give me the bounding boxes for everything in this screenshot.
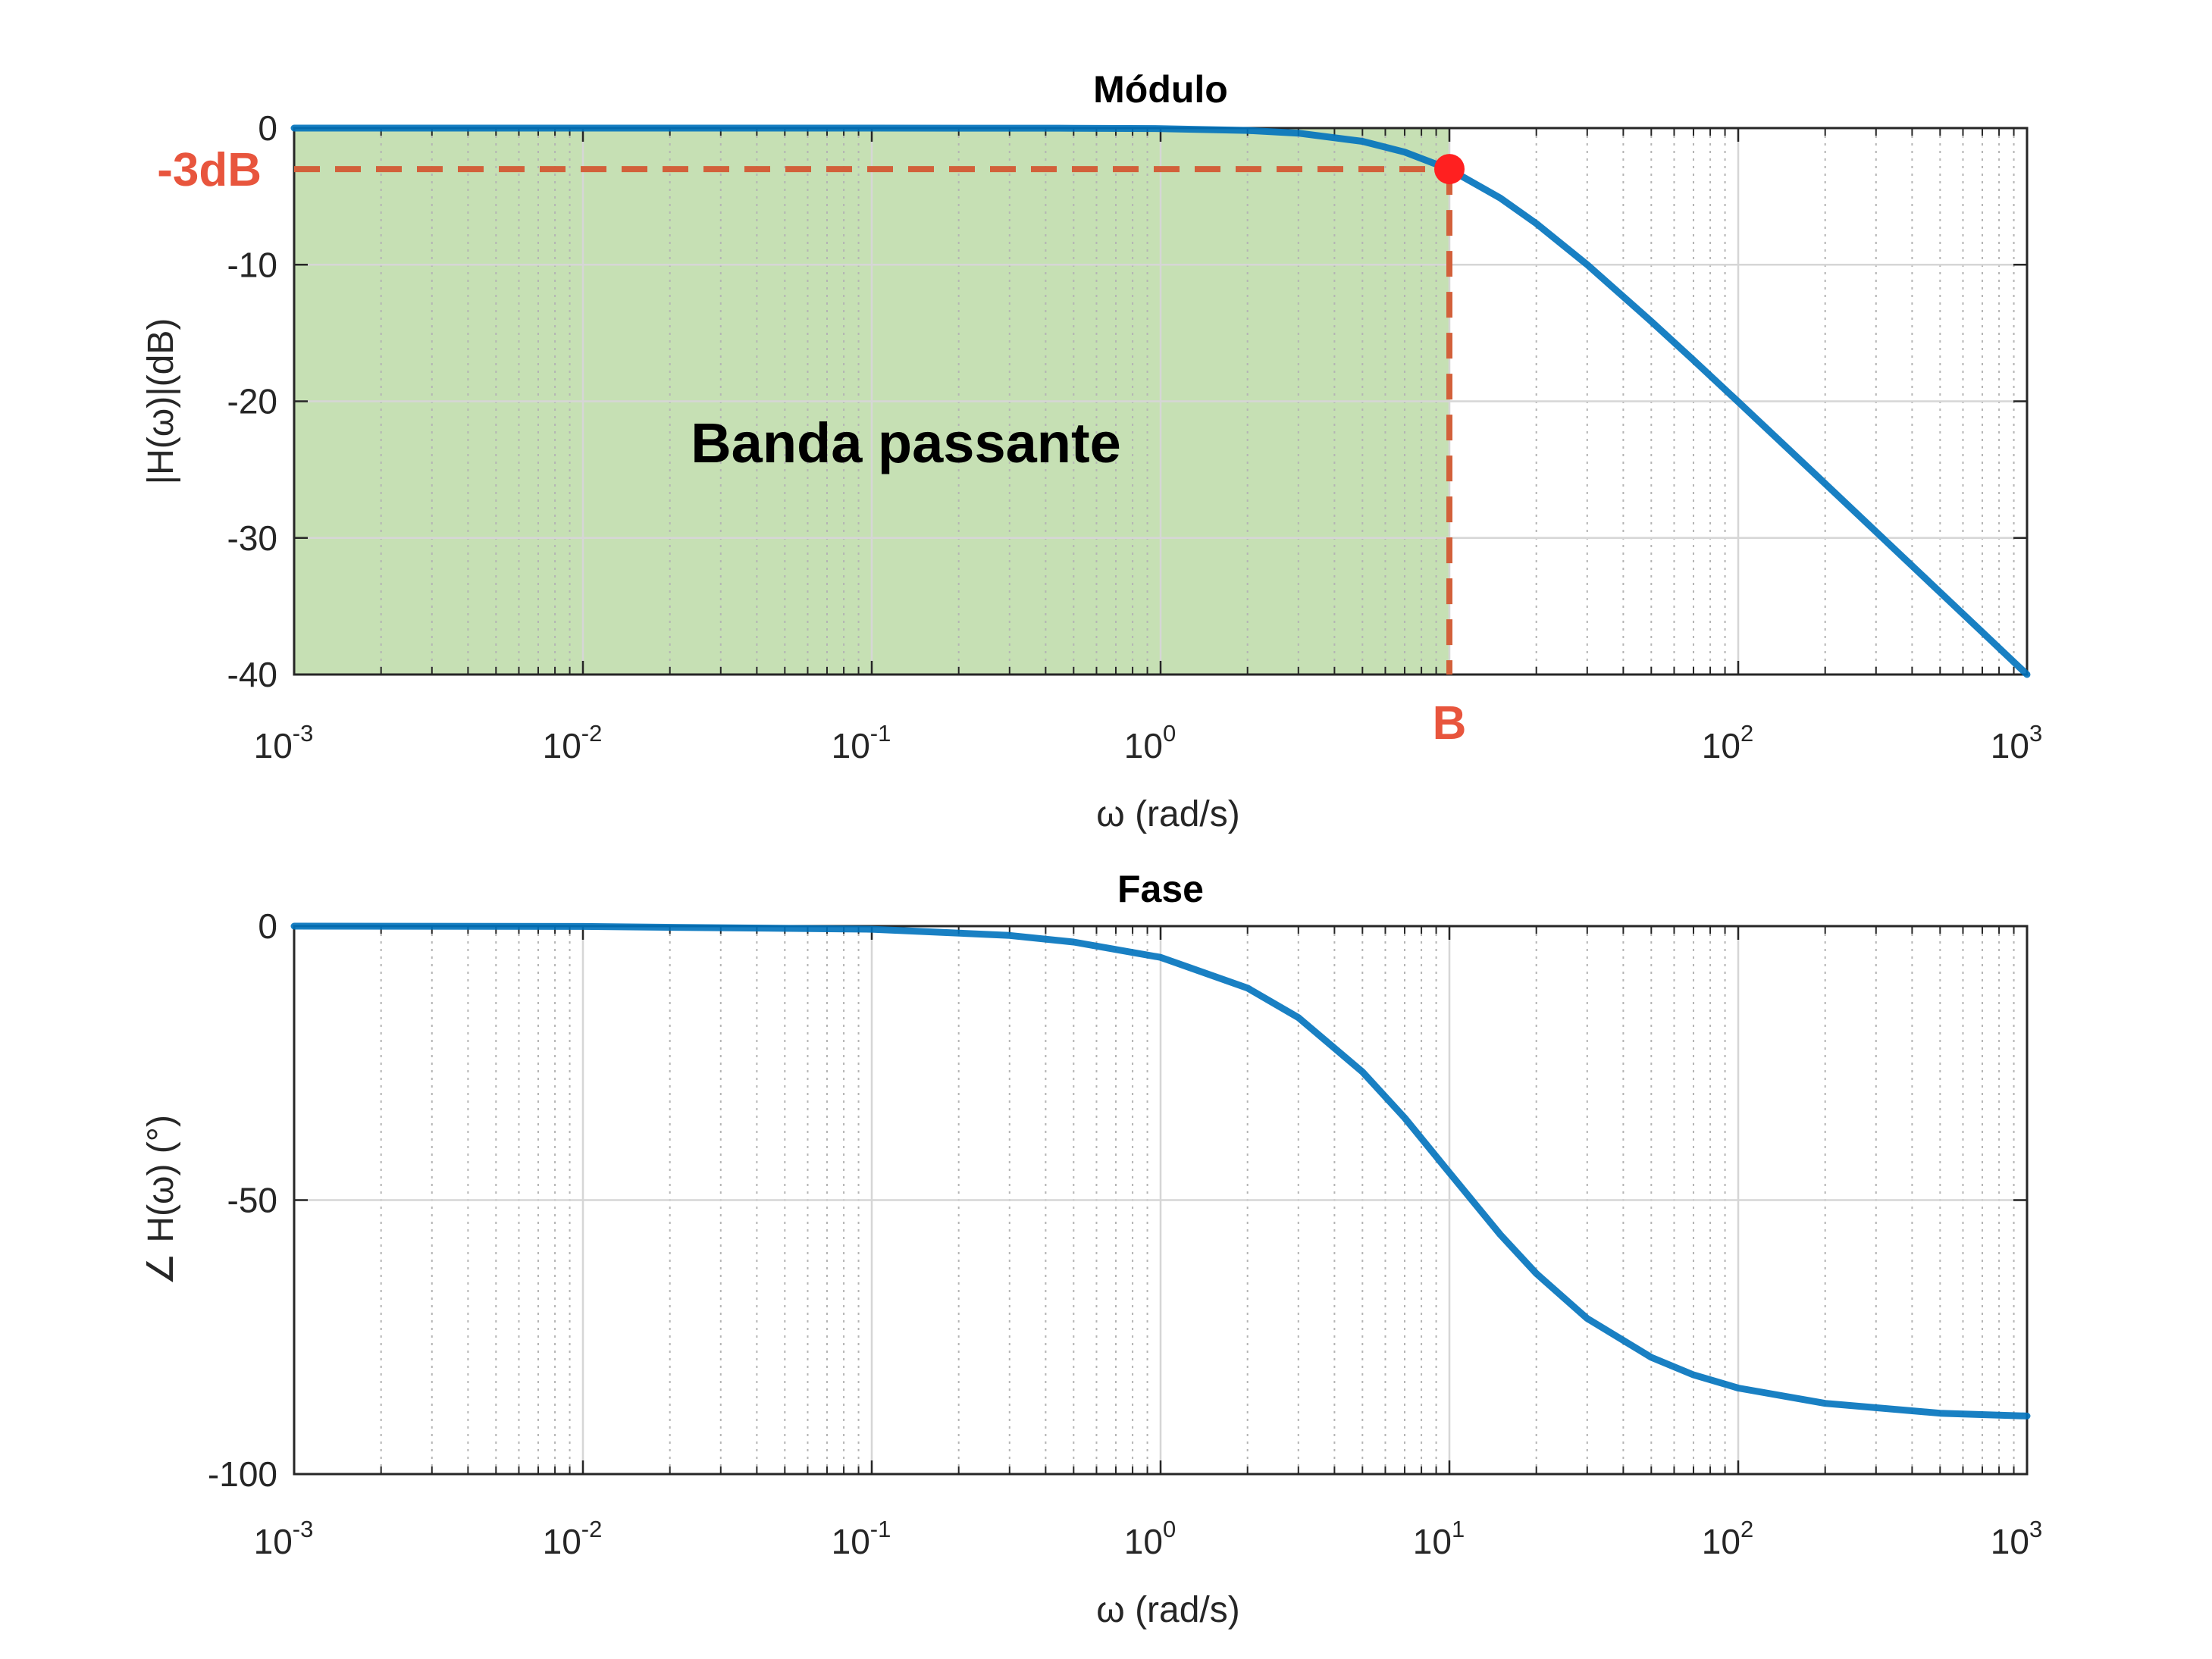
y-tick-label: -20 [227, 382, 277, 421]
x-tick-label: 100 [1124, 1516, 1176, 1561]
x-tick-label: 10-3 [254, 1516, 314, 1561]
x-tick-label: 10-2 [543, 1516, 603, 1561]
y-tick-label: -50 [227, 1181, 277, 1220]
y-axis-label: ∠ H(ω) (°) [141, 1115, 181, 1285]
axes-box [293, 925, 2029, 1476]
chart-title: Módulo [1093, 68, 1228, 111]
y-axis-label: |H(ω)|(dB) [141, 318, 181, 485]
magnitude-plot: -3dB B Banda passante 0 -10 -20 -30 -40 10-3 10-2… [141, 68, 2042, 834]
x-tick-label: 103 [1991, 1516, 2042, 1561]
y-tick-label: -100 [208, 1454, 277, 1494]
x-tick-label: 102 [1702, 1516, 1753, 1561]
y-tick-label: -40 [227, 655, 277, 694]
x-tick-label: 10-3 [254, 720, 314, 765]
x-axis-label: ω (rad/s) [1096, 1590, 1240, 1630]
x-tick-label: 10-1 [832, 720, 891, 765]
x-tick-label: 101 [1413, 1516, 1465, 1561]
series-line [290, 922, 2031, 1420]
x-tick-label: 102 [1702, 720, 1753, 765]
y-tick-label: -10 [227, 245, 277, 284]
cutoff-label: -3dB [157, 144, 262, 196]
x-axis-label: ω (rad/s) [1096, 794, 1240, 834]
y-tick-label: -30 [227, 518, 277, 558]
y-tick-label: 0 [258, 906, 277, 946]
passband-label: Banda passante [691, 412, 1121, 474]
series-line [290, 124, 2031, 678]
bandwidth-label: B [1433, 697, 1467, 750]
cutoff-point-marker [1434, 154, 1465, 185]
x-tick-label: 100 [1124, 720, 1176, 765]
x-tick-label: 10-1 [832, 1516, 891, 1561]
x-tick-label: 10-2 [543, 720, 603, 765]
chart-title: Fase [1117, 868, 1204, 910]
phase-plot: 0 -50 -100 10-3 10-2 10-1 100 101 102 103 Fase ω (r… [141, 868, 2042, 1630]
x-tick-label: 103 [1991, 720, 2042, 765]
y-tick-label: 0 [258, 108, 277, 148]
